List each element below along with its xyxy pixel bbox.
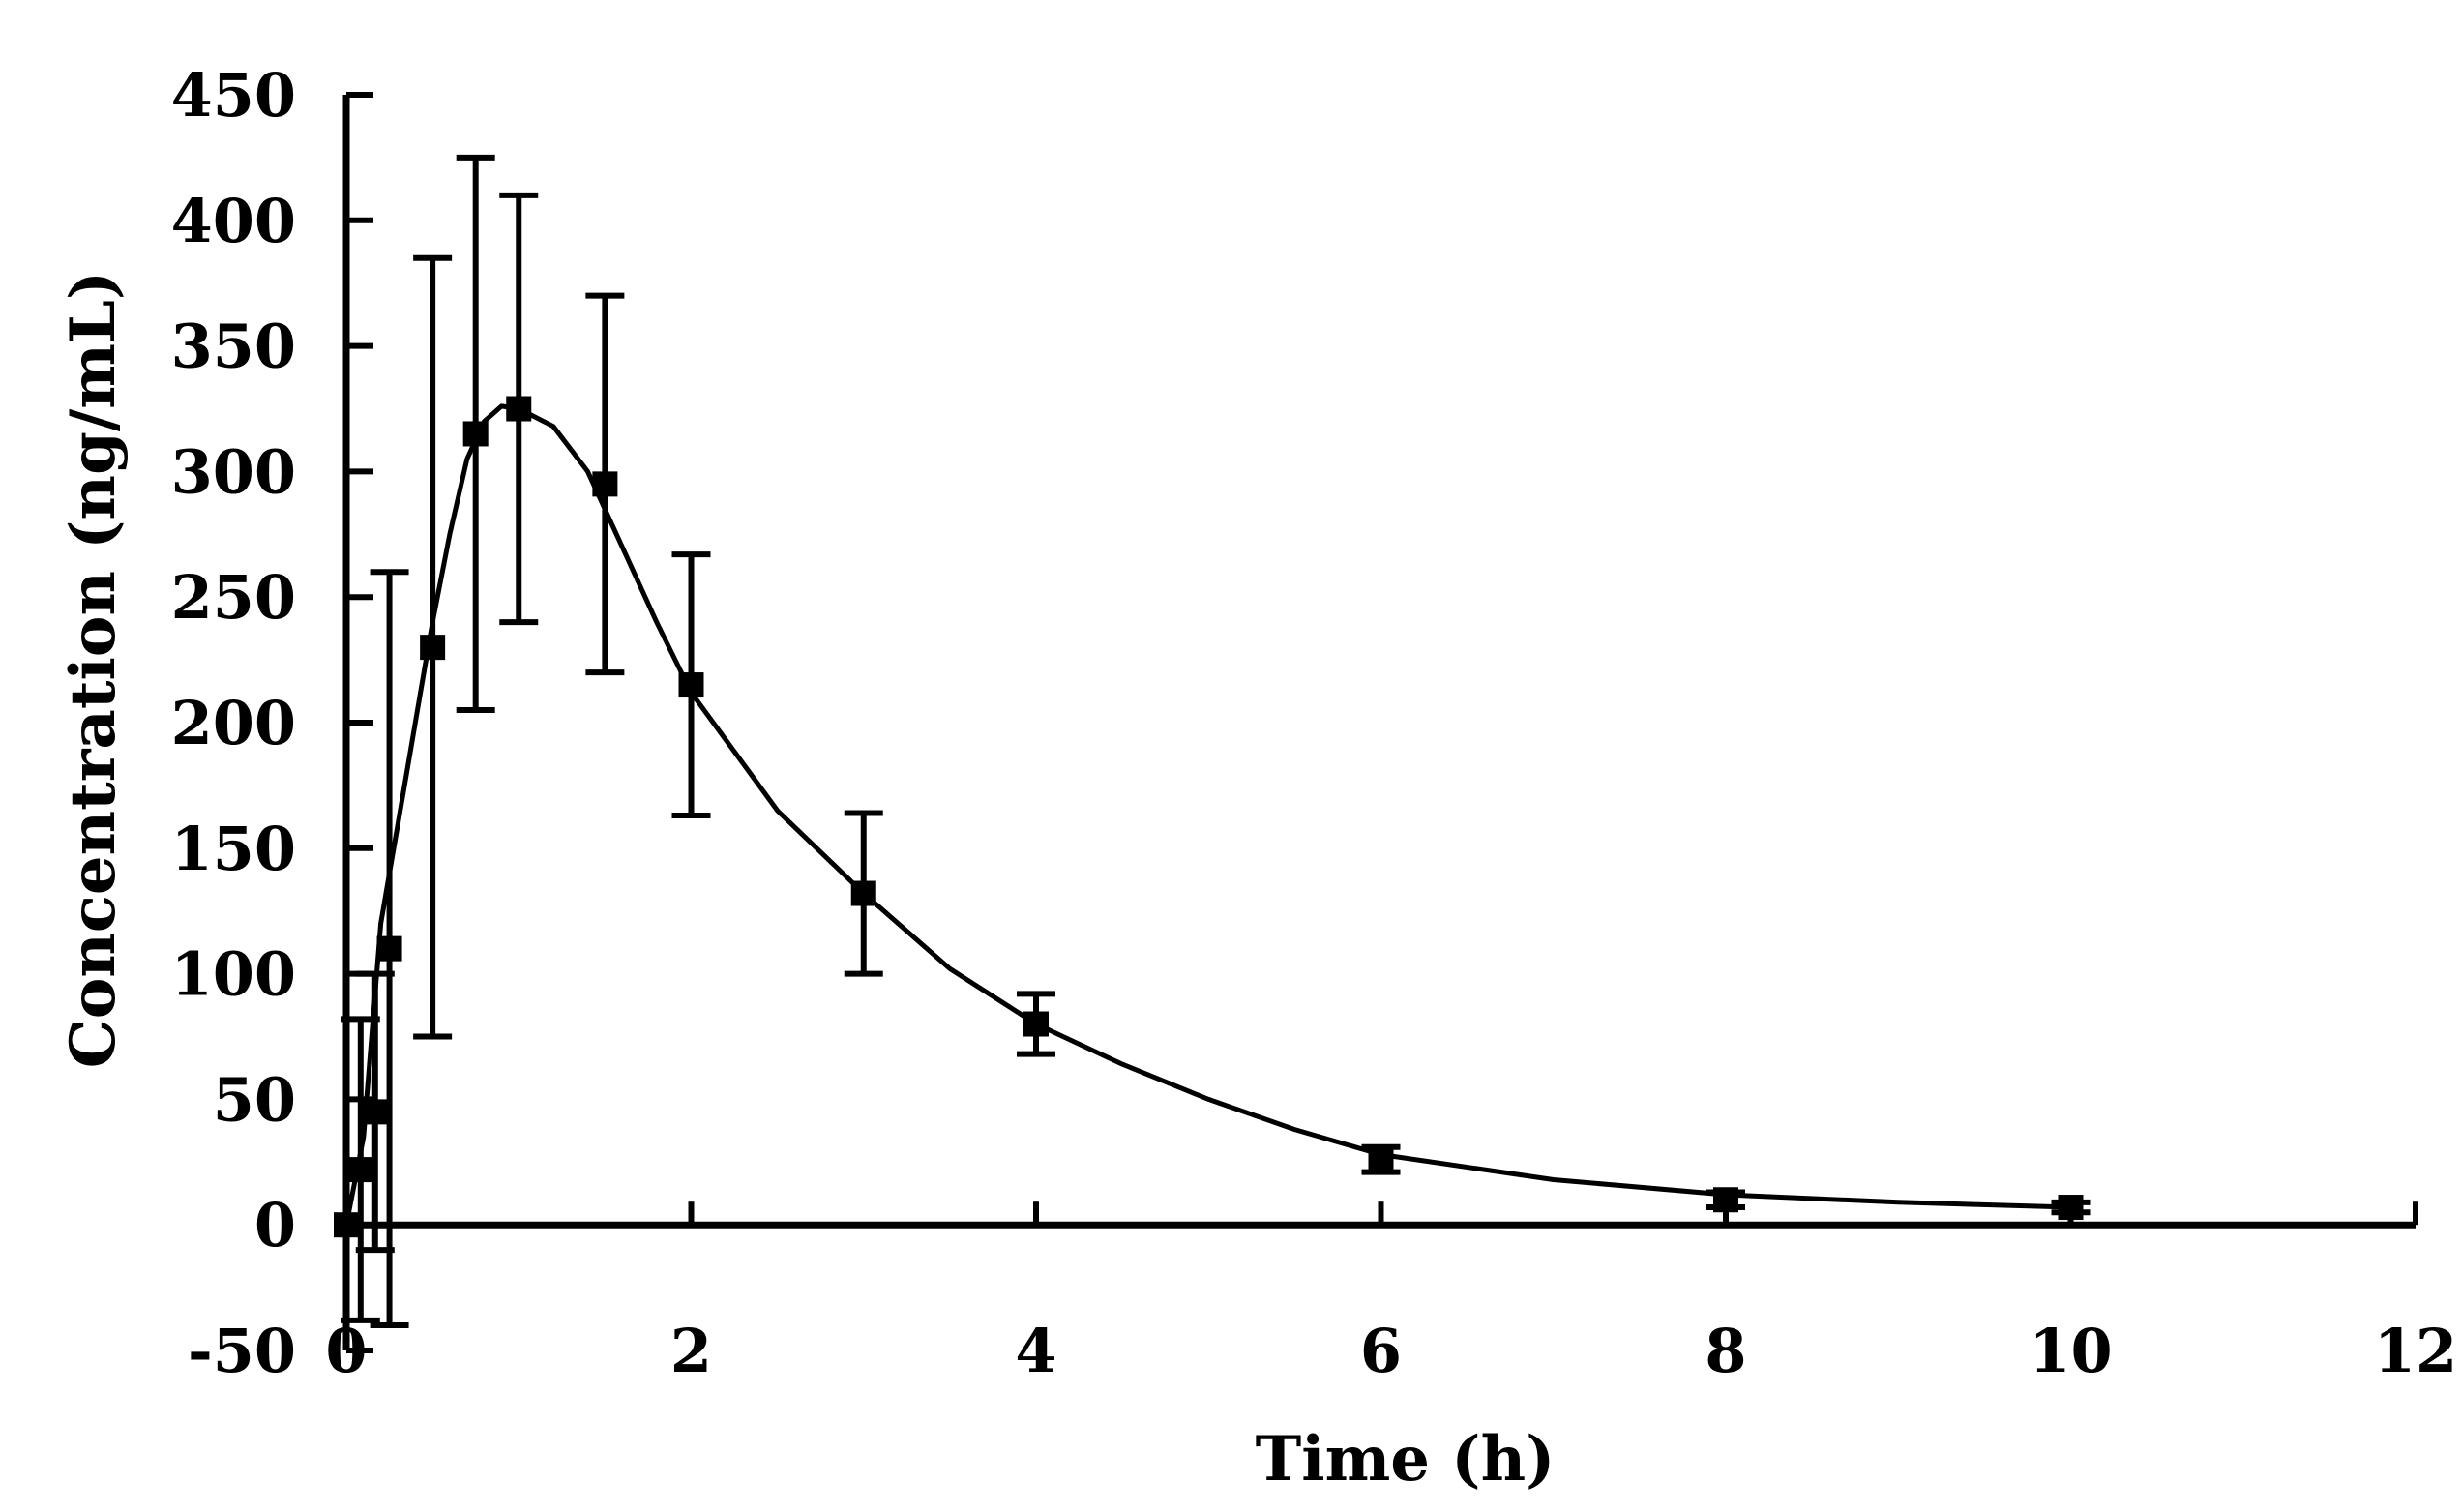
- x-tick-label: 10: [2029, 1316, 2112, 1386]
- x-tick-label: 4: [1015, 1316, 1056, 1386]
- y-tick-label: 0: [254, 1190, 296, 1260]
- axis-labels: Time (h) Concentration (ng/mL) -50050100…: [57, 60, 2457, 1496]
- y-tick-label: -50: [188, 1316, 296, 1386]
- data-point: [850, 880, 876, 906]
- y-tick-label: 400: [171, 186, 296, 256]
- x-tick-label: 2: [670, 1316, 712, 1386]
- data-point: [1713, 1187, 1738, 1213]
- data-point: [462, 421, 489, 447]
- data-point: [420, 635, 446, 661]
- x-tick-label: 6: [1360, 1316, 1402, 1386]
- y-axis-title: Concentration (ng/mL): [57, 271, 130, 1068]
- data-point: [2058, 1195, 2084, 1221]
- x-axis-title: Time (h): [1256, 1423, 1556, 1496]
- x-tick-label: 0: [325, 1316, 367, 1386]
- y-tick-label: 100: [171, 939, 296, 1010]
- y-tick-label: 350: [171, 311, 296, 382]
- data-point: [506, 396, 532, 422]
- data-markers: [334, 396, 2084, 1238]
- y-tick-label: 450: [171, 60, 296, 131]
- axes: [342, 92, 2418, 1353]
- data-point: [1368, 1146, 1394, 1172]
- data-point: [347, 1157, 373, 1183]
- data-point: [592, 471, 618, 497]
- fitted-curve: [343, 403, 2071, 1226]
- x-tick-label: 12: [2374, 1316, 2457, 1386]
- data-point: [334, 1212, 359, 1238]
- y-tick-label: 200: [171, 688, 296, 758]
- data-point: [376, 935, 402, 962]
- y-tick-label: 50: [213, 1064, 296, 1135]
- y-tick-label: 250: [171, 562, 296, 633]
- data-point: [678, 672, 704, 698]
- fitted-curve-line: [343, 403, 2071, 1226]
- data-point: [362, 1099, 388, 1125]
- data-point: [1023, 1011, 1049, 1037]
- x-tick-label: 8: [1705, 1316, 1746, 1386]
- error-bars: [341, 154, 2091, 1329]
- y-tick-label: 150: [171, 814, 296, 884]
- y-tick-label: 300: [171, 436, 296, 507]
